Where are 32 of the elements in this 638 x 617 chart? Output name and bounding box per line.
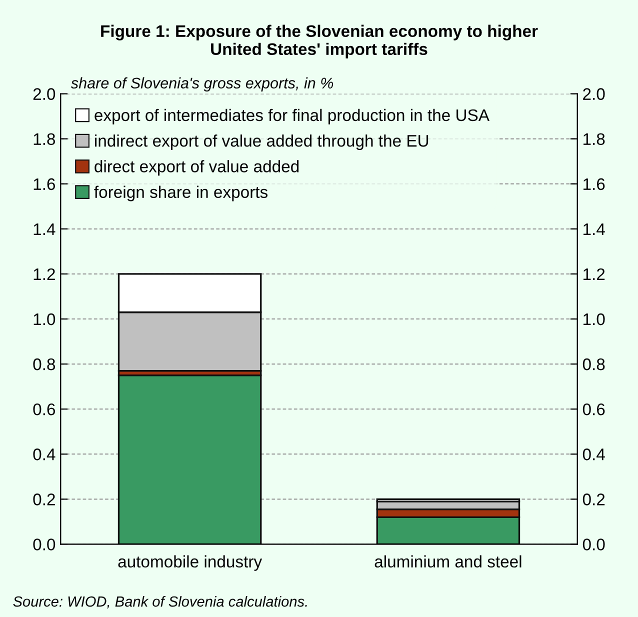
chart-title: Figure 1: Exposure of the Slovenian economy to higher United States' import tariffs: [101, 24, 538, 58]
y2-tick-label: 0.4: [582, 448, 605, 460]
legend-label: indirect export of value added through the EU: [95, 134, 428, 150]
y-tick-label: 2.0: [33, 88, 56, 100]
y2-tick-label: 1.4: [584, 223, 605, 235]
y2-tick-label: 1.0: [584, 313, 605, 326]
y-tick-label: 0.4: [33, 448, 56, 460]
legend-label: direct export of value added: [94, 160, 299, 176]
y2-tick-label: 1.6: [584, 178, 605, 190]
y2-tick-label: 1.8: [584, 133, 605, 146]
y2-tick-label: 0.8: [582, 358, 605, 370]
y-tick-label: 1.4: [34, 223, 56, 235]
y2-tick-label: 0.6: [582, 403, 605, 416]
legend-label: foreign share in exports: [94, 186, 268, 202]
y-tick-label: 0.2: [33, 494, 55, 506]
y2-tick-label: 0.0: [582, 538, 605, 550]
y2-tick-label: 2.0: [583, 88, 605, 100]
y-tick-label: 1.6: [34, 178, 56, 190]
x-tick-label: automobile industry: [118, 555, 262, 571]
y2-tick-label: 1.2: [584, 268, 605, 280]
bar: [118, 374, 262, 544]
y-axis-title: share of Slovenia's gross exports, in %: [70, 77, 334, 92]
y-tick-label: 0.8: [33, 358, 56, 370]
y-tick-label: 1.2: [34, 268, 55, 280]
y-tick-label: 0.0: [33, 538, 56, 550]
x-tick-label: aluminium and steel: [374, 555, 522, 568]
y-tick-label: 1.8: [34, 133, 56, 146]
y-tick-label: 1.0: [34, 313, 56, 326]
legend-label: export of intermediates for final production in the USA: [94, 108, 490, 124]
y-tick-label: 0.6: [33, 403, 56, 416]
y2-tick-label: 0.2: [582, 494, 605, 506]
source-note: Source: WIOD, Bank of Slovenia calculations.: [13, 596, 307, 608]
